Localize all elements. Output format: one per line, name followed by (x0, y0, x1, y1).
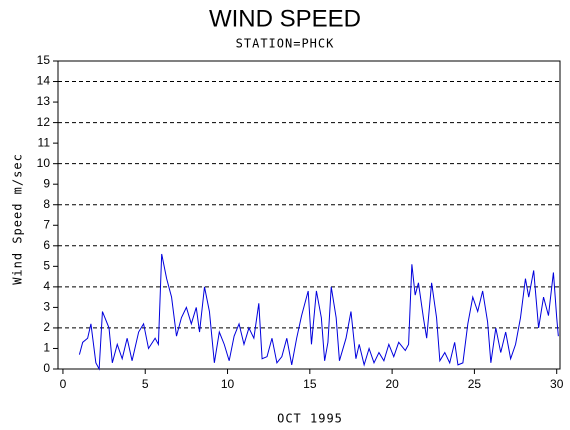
x-tick-label: 5 (142, 377, 149, 391)
x-axis-label: OCT 1995 (277, 412, 343, 426)
y-tick-label: 4 (43, 279, 50, 293)
y-tick-label: 9 (43, 176, 50, 190)
y-axis-label: Wind Speed m/sec (11, 153, 25, 285)
y-tick-label: 7 (43, 217, 50, 231)
x-tick-label: 25 (468, 377, 482, 391)
data-line (78, 253, 559, 371)
y-tick-label: 13 (37, 94, 51, 108)
y-tick-label: 6 (43, 238, 50, 252)
x-tick-label: 30 (550, 377, 564, 391)
x-tick-label: 10 (221, 377, 235, 391)
x-tick-label: 0 (60, 377, 67, 391)
x-tick-label: 15 (303, 377, 317, 391)
y-tick-label: 0 (43, 361, 50, 375)
y-tick-label: 5 (43, 259, 50, 273)
y-tick-label: 1 (43, 341, 50, 355)
y-tick-label: 3 (43, 300, 50, 314)
y-tick-label: 2 (43, 320, 50, 334)
y-tick-label: 11 (38, 135, 51, 149)
x-tick-label: 20 (385, 377, 399, 391)
y-tick-label: 14 (37, 74, 51, 88)
y-tick-label: 15 (37, 53, 51, 67)
y-tick-label: 8 (43, 197, 50, 211)
chart-title: WIND SPEED (209, 5, 361, 32)
y-tick-label: 10 (37, 156, 51, 170)
y-tick-label: 12 (37, 115, 51, 129)
chart-subtitle: STATION=PHCK (236, 37, 335, 51)
plot-frame (57, 60, 561, 370)
